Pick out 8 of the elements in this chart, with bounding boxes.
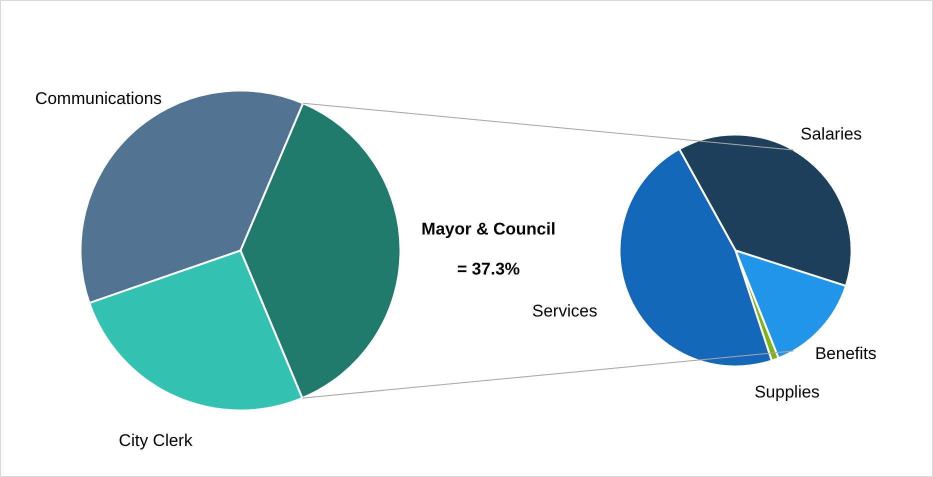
- slice-label: City Clerk: [118, 430, 193, 450]
- slice-label: Benefits: [815, 344, 877, 363]
- slice-label: Services: [532, 301, 598, 320]
- slice-label: Salaries: [800, 124, 862, 144]
- slice-label: Mayor & Council: [421, 220, 556, 239]
- data-label: = 37.3%: [457, 260, 520, 279]
- slice-label: Supplies: [754, 382, 820, 402]
- slice-label: Communications: [35, 89, 162, 108]
